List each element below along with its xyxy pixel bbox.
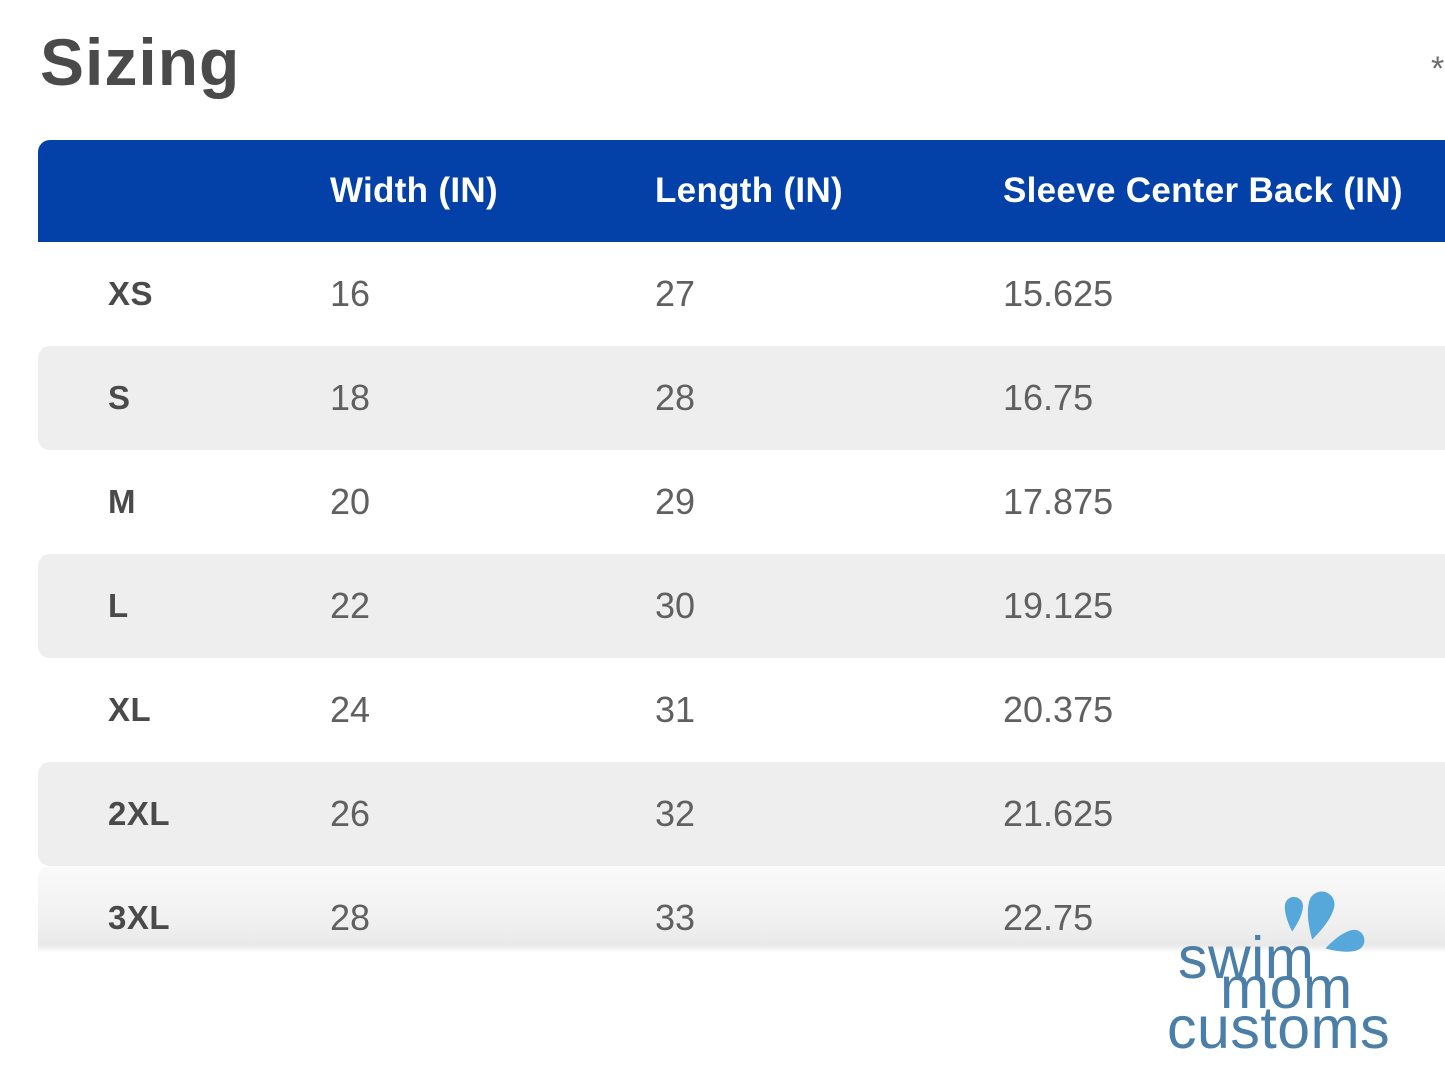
- size-label: S: [108, 379, 131, 416]
- logo-text-mom: mom: [1220, 955, 1353, 1021]
- table-row: M 20 29 17.875: [38, 450, 1445, 554]
- length-value: 28: [655, 377, 696, 418]
- length-value: 33: [655, 897, 696, 938]
- table-header-row: Width (IN) Length (IN) Sleeve Center Bac…: [38, 140, 1445, 242]
- width-value: 26: [330, 793, 371, 834]
- width-value: 20: [330, 481, 371, 522]
- width-value: 22: [330, 585, 371, 626]
- sleeve-value: 16.75: [1003, 377, 1094, 418]
- table-row: XL 24 31 20.375: [38, 658, 1445, 762]
- sleeve-value: 20.375: [1003, 689, 1114, 730]
- size-label: XL: [108, 691, 152, 728]
- logo-text-swim: swim: [1178, 925, 1315, 991]
- width-value: 16: [330, 273, 371, 314]
- sleeve-value: 21.625: [1003, 793, 1114, 834]
- size-label: L: [108, 587, 129, 624]
- width-value: 24: [330, 689, 371, 730]
- logo-text-customs: customs: [1167, 995, 1391, 1061]
- size-label: M: [108, 483, 136, 520]
- sleeve-value: 17.875: [1003, 481, 1114, 522]
- sleeve-value: 15.625: [1003, 273, 1114, 314]
- width-value: 28: [330, 897, 371, 938]
- length-value: 27: [655, 273, 696, 314]
- size-label: XS: [108, 275, 154, 312]
- table-row: 3XL 28 33 22.75: [38, 866, 1445, 970]
- column-header-length: Length (IN): [655, 171, 843, 210]
- length-value: 29: [655, 481, 696, 522]
- table-row: S 18 28 16.75: [38, 346, 1445, 450]
- footnote-asterisk: *: [1431, 50, 1445, 88]
- sleeve-value: 22.75: [1003, 897, 1094, 938]
- size-label: 3XL: [108, 899, 171, 936]
- table-row: XS 16 27 15.625: [38, 242, 1445, 346]
- column-header-sleeve: Sleeve Center Back (IN): [1003, 171, 1403, 210]
- sleeve-value: 19.125: [1003, 585, 1114, 626]
- table-row: 2XL 26 32 21.625: [38, 762, 1445, 866]
- length-value: 32: [655, 793, 696, 834]
- page-title: Sizing: [40, 25, 241, 99]
- sizing-table: Width (IN) Length (IN) Sleeve Center Bac…: [38, 140, 1445, 970]
- water-splash-icon: [1284, 891, 1365, 952]
- table-row: L 22 30 19.125: [38, 554, 1445, 658]
- size-label: 2XL: [108, 795, 171, 832]
- length-value: 30: [655, 585, 696, 626]
- column-header-width: Width (IN): [330, 171, 498, 210]
- length-value: 31: [655, 689, 696, 730]
- width-value: 18: [330, 377, 371, 418]
